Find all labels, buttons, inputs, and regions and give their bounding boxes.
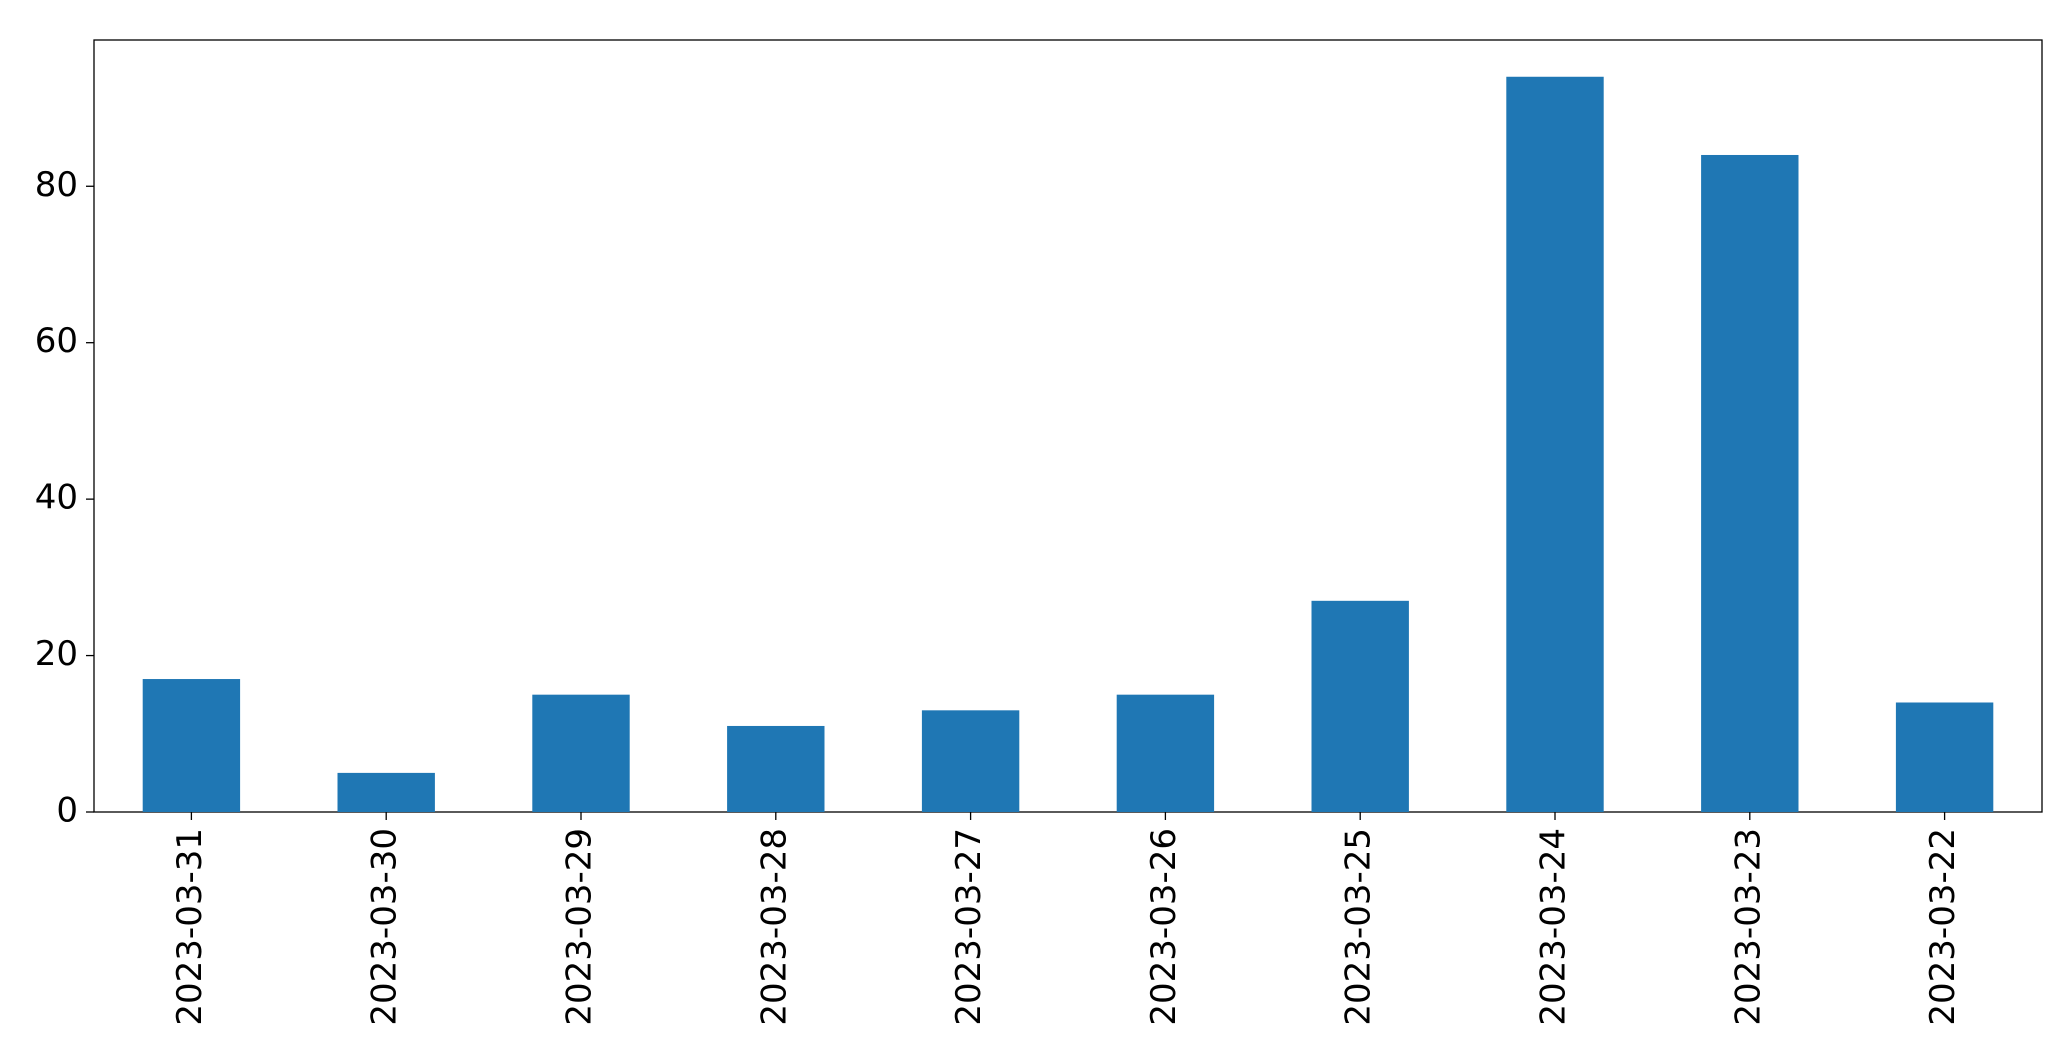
bar (1701, 154, 1799, 812)
x-tick-label: 2023-03-25 (1339, 828, 1379, 1026)
x-tick-label: 2023-03-31 (170, 828, 210, 1026)
plot-frame (93, 39, 2043, 813)
y-tick-label: 20 (35, 634, 78, 674)
x-tick-label: 2023-03-26 (1144, 828, 1184, 1026)
y-tick-label: 80 (35, 165, 78, 205)
x-tick-label: 2023-03-30 (365, 828, 405, 1026)
x-tick-label: 2023-03-29 (560, 828, 600, 1026)
bar (142, 679, 241, 812)
bar (1311, 600, 1409, 812)
bar (921, 710, 1020, 812)
bar (337, 772, 435, 812)
bar (1506, 76, 1604, 812)
x-tick-label: 2023-03-24 (1534, 828, 1574, 1026)
y-tick-label: 0 (56, 791, 78, 831)
x-tick-label: 2023-03-22 (1923, 828, 1963, 1026)
x-tick-label: 2023-03-28 (754, 828, 794, 1026)
bar (1895, 702, 1994, 812)
y-tick-label: 40 (35, 478, 78, 518)
x-tick-label: 2023-03-27 (949, 828, 989, 1026)
bar (532, 694, 630, 812)
x-tick-label: 2023-03-23 (1728, 828, 1768, 1026)
y-tick-label: 60 (35, 321, 78, 361)
bar (1116, 694, 1215, 812)
bar (727, 725, 825, 812)
